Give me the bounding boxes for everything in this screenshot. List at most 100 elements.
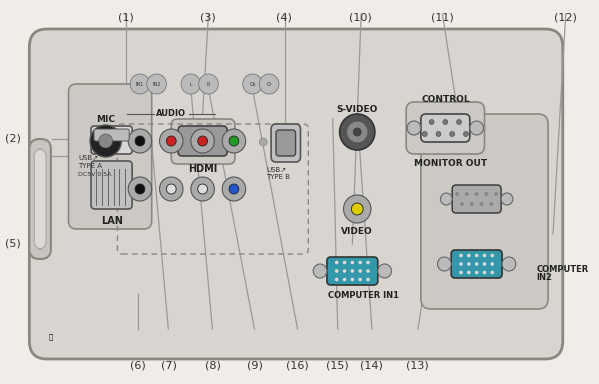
Circle shape: [483, 254, 486, 257]
Circle shape: [480, 202, 483, 206]
Circle shape: [222, 177, 246, 201]
Circle shape: [501, 193, 513, 205]
FancyBboxPatch shape: [94, 129, 129, 141]
Circle shape: [99, 134, 113, 148]
Circle shape: [494, 192, 498, 196]
Circle shape: [198, 136, 207, 146]
Text: HDMI: HDMI: [188, 164, 217, 174]
Circle shape: [159, 177, 183, 201]
FancyBboxPatch shape: [271, 124, 301, 162]
Circle shape: [191, 177, 214, 201]
Circle shape: [343, 278, 346, 281]
Text: (11): (11): [431, 12, 454, 22]
Circle shape: [343, 261, 346, 264]
Circle shape: [159, 129, 183, 153]
Text: (7): (7): [161, 361, 177, 371]
Text: Cr: Cr: [267, 81, 272, 86]
Circle shape: [475, 254, 479, 257]
Text: L: L: [189, 81, 192, 86]
FancyBboxPatch shape: [34, 149, 46, 249]
Text: (6): (6): [130, 361, 146, 371]
Text: (8): (8): [205, 361, 221, 371]
FancyBboxPatch shape: [327, 257, 378, 285]
Text: MONITOR OUT: MONITOR OUT: [414, 159, 487, 169]
Text: (5): (5): [5, 239, 21, 249]
Text: TYPE B: TYPE B: [266, 174, 291, 180]
Text: (13): (13): [406, 361, 429, 371]
Circle shape: [243, 74, 262, 94]
Circle shape: [181, 74, 201, 94]
Circle shape: [437, 257, 451, 271]
FancyBboxPatch shape: [421, 114, 548, 309]
Circle shape: [443, 119, 448, 124]
Circle shape: [366, 261, 370, 264]
Text: (9): (9): [247, 361, 263, 371]
Circle shape: [491, 262, 494, 266]
Circle shape: [191, 129, 214, 153]
Circle shape: [350, 278, 354, 281]
Circle shape: [335, 261, 338, 264]
Circle shape: [436, 131, 441, 136]
Circle shape: [147, 74, 167, 94]
Circle shape: [474, 192, 479, 196]
Circle shape: [130, 74, 150, 94]
Circle shape: [229, 136, 239, 146]
Circle shape: [229, 184, 239, 194]
Text: 🔒: 🔒: [49, 334, 53, 340]
Circle shape: [259, 138, 267, 146]
Text: IN2: IN2: [536, 273, 552, 281]
Text: TYPE A: TYPE A: [78, 163, 102, 169]
Text: AUDIO: AUDIO: [156, 109, 186, 119]
Circle shape: [489, 202, 494, 206]
Text: DC5V 0.5A: DC5V 0.5A: [78, 172, 111, 177]
Text: VIDEO: VIDEO: [341, 227, 373, 237]
Text: IN2: IN2: [152, 81, 161, 86]
Circle shape: [350, 269, 354, 273]
FancyBboxPatch shape: [171, 119, 235, 164]
Circle shape: [485, 192, 488, 196]
Text: USB↗: USB↗: [78, 155, 98, 161]
Circle shape: [344, 195, 371, 223]
Circle shape: [259, 74, 279, 94]
Circle shape: [467, 254, 471, 257]
FancyBboxPatch shape: [91, 126, 132, 154]
Circle shape: [353, 128, 361, 136]
FancyBboxPatch shape: [29, 139, 51, 259]
Circle shape: [350, 261, 354, 264]
Circle shape: [335, 278, 338, 281]
Circle shape: [128, 177, 152, 201]
FancyBboxPatch shape: [452, 185, 501, 213]
Circle shape: [467, 262, 471, 266]
Circle shape: [491, 271, 494, 274]
Circle shape: [198, 184, 207, 194]
FancyBboxPatch shape: [276, 130, 295, 156]
Circle shape: [358, 269, 362, 273]
Circle shape: [459, 262, 463, 266]
Text: (15): (15): [326, 361, 349, 371]
Text: Cb: Cb: [249, 81, 256, 86]
Text: CONTROL: CONTROL: [421, 94, 470, 104]
Text: (1): (1): [118, 12, 134, 22]
Text: (10): (10): [349, 12, 372, 22]
Circle shape: [199, 74, 218, 94]
Text: MIC: MIC: [96, 116, 115, 124]
Circle shape: [440, 193, 452, 205]
Text: (2): (2): [5, 133, 21, 143]
Circle shape: [135, 136, 145, 146]
Circle shape: [90, 125, 122, 157]
Circle shape: [470, 202, 474, 206]
Circle shape: [502, 257, 516, 271]
Circle shape: [456, 119, 461, 124]
FancyBboxPatch shape: [91, 161, 132, 209]
FancyBboxPatch shape: [68, 84, 152, 229]
Text: COMPUTER: COMPUTER: [536, 265, 589, 273]
Text: LAN: LAN: [101, 216, 123, 226]
Circle shape: [422, 131, 427, 136]
Circle shape: [464, 131, 468, 136]
Circle shape: [343, 269, 346, 273]
Text: USB↗: USB↗: [266, 167, 286, 173]
Text: (16): (16): [286, 361, 308, 371]
Circle shape: [128, 129, 152, 153]
Circle shape: [366, 269, 370, 273]
Circle shape: [222, 129, 246, 153]
